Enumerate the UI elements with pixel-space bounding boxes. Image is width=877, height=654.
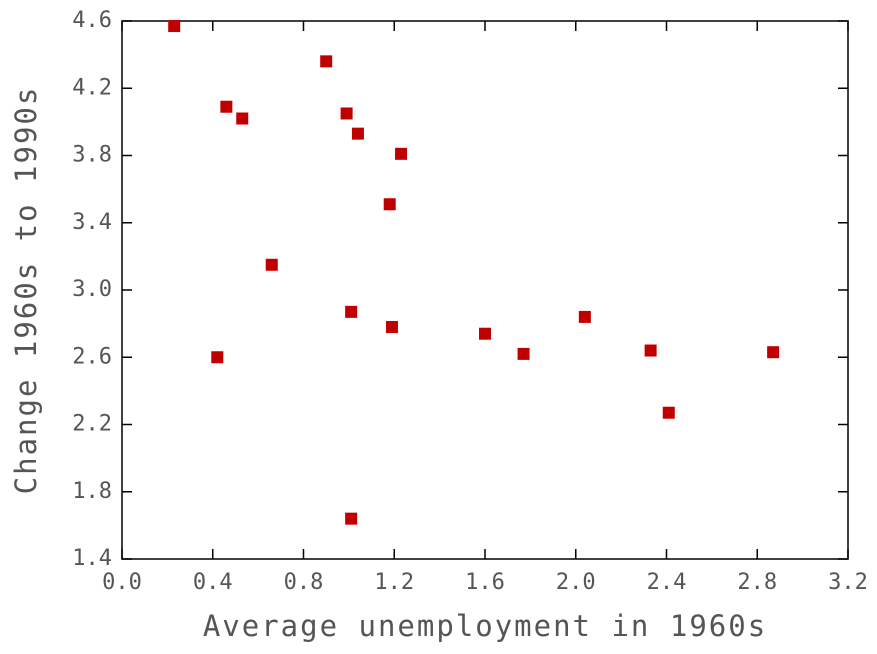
point [265, 258, 278, 271]
point [385, 320, 398, 333]
x-tick-label: 1.2 [374, 570, 414, 595]
y-tick-label: 3.8 [72, 143, 112, 168]
point [345, 512, 358, 525]
x-tick-label: 1.6 [465, 570, 505, 595]
y-axis-title: Change 1960s to 1990s [9, 86, 43, 495]
x-tick-label: 0.8 [284, 570, 324, 595]
point [320, 55, 333, 68]
y-tick-label: 4.6 [72, 8, 112, 33]
point [479, 327, 491, 340]
y-tick-label: 2.2 [72, 412, 112, 437]
point [662, 406, 675, 419]
point [351, 127, 364, 140]
point [383, 198, 396, 211]
y-tick-label: 1.8 [72, 479, 112, 504]
x-tick-label: 0.0 [102, 570, 142, 595]
point [168, 20, 181, 33]
point [220, 100, 233, 113]
point [211, 351, 224, 364]
x-tick-label: 2.8 [737, 570, 777, 595]
point [767, 346, 780, 359]
x-tick-label: 2.0 [556, 570, 596, 595]
point [517, 347, 530, 360]
y-tick-label: 1.4 [72, 546, 112, 571]
y-tick-label: 2.6 [72, 344, 112, 369]
point [236, 112, 249, 125]
y-tick-label: 3.0 [72, 277, 112, 302]
x-tick-label: 0.4 [193, 570, 233, 595]
point [340, 107, 353, 120]
y-tick-label: 4.2 [72, 75, 112, 100]
point [644, 344, 657, 357]
x-tick-label: 3.2 [828, 570, 868, 595]
x-tick-label: 2.4 [647, 570, 687, 595]
point [578, 310, 591, 323]
x-axis-title: Average unemployment in 1960s [203, 609, 767, 643]
y-tick-label: 3.4 [72, 210, 112, 235]
point [395, 147, 408, 160]
point [345, 305, 358, 318]
